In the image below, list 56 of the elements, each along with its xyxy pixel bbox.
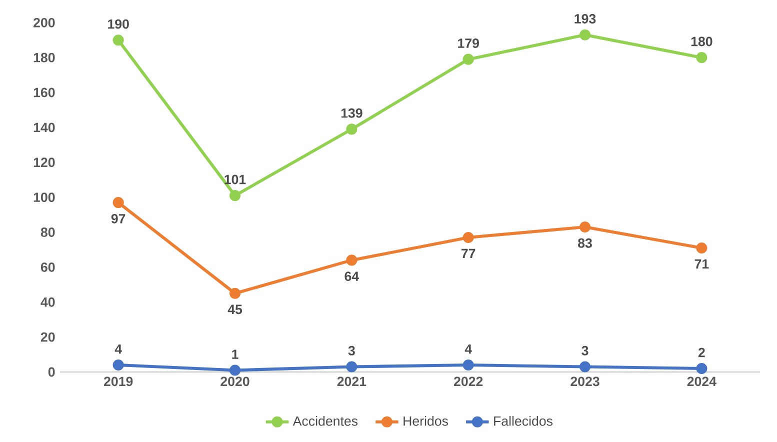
data-label: 71 bbox=[694, 259, 709, 269]
data-label: 101 bbox=[224, 174, 246, 184]
point bbox=[462, 232, 474, 244]
y-tick-label: 60 bbox=[40, 262, 55, 272]
y-tick-label: 80 bbox=[40, 228, 55, 237]
data-label: 2 bbox=[698, 348, 705, 358]
point bbox=[229, 288, 241, 299]
x-tick-label: 2020 bbox=[220, 376, 250, 386]
point bbox=[696, 52, 708, 64]
legend-label: Heridos bbox=[404, 416, 448, 426]
point bbox=[346, 124, 358, 135]
y-tick-label: 0 bbox=[48, 367, 55, 377]
point bbox=[112, 359, 124, 371]
data-label: 3 bbox=[582, 346, 588, 356]
x-tick-label: 2023 bbox=[570, 376, 600, 386]
point bbox=[696, 362, 708, 374]
data-label: 77 bbox=[461, 248, 476, 258]
point bbox=[229, 364, 241, 376]
x-tick-label: 2021 bbox=[337, 376, 366, 386]
data-label: 179 bbox=[458, 38, 479, 48]
point bbox=[229, 190, 241, 202]
data-label: 4 bbox=[114, 344, 122, 354]
y-tick-label: 40 bbox=[40, 297, 55, 307]
y-tick-label: 180 bbox=[34, 52, 55, 62]
y-tick-label: 160 bbox=[34, 88, 55, 98]
data-label: 64 bbox=[344, 272, 360, 282]
point bbox=[112, 197, 124, 208]
data-label: 139 bbox=[341, 108, 362, 118]
data-label: 190 bbox=[108, 19, 129, 29]
x-tick-label: 2024 bbox=[687, 376, 716, 386]
data-label: 97 bbox=[111, 214, 126, 224]
point bbox=[579, 361, 591, 372]
point bbox=[346, 254, 358, 266]
data-label: 1 bbox=[232, 350, 238, 359]
point bbox=[346, 361, 358, 372]
data-label: 3 bbox=[348, 346, 355, 356]
y-tick-label: 100 bbox=[34, 192, 55, 202]
legend-label: Fallecidos bbox=[494, 416, 553, 426]
point bbox=[112, 34, 124, 46]
data-label: 45 bbox=[228, 304, 242, 314]
x-tick-label: 2019 bbox=[104, 376, 133, 386]
point bbox=[696, 242, 708, 254]
data-label: 180 bbox=[691, 36, 712, 46]
y-tick-label: 140 bbox=[34, 122, 55, 132]
point bbox=[579, 221, 591, 233]
data-label: 83 bbox=[578, 238, 592, 248]
y-tick-label: 20 bbox=[40, 332, 55, 342]
point bbox=[579, 29, 591, 40]
legend-label: Accidentes bbox=[292, 416, 358, 426]
data-label: 193 bbox=[574, 14, 596, 24]
y-tick-label: 200 bbox=[34, 18, 55, 28]
point bbox=[462, 54, 474, 65]
data-label: 4 bbox=[464, 344, 472, 354]
point bbox=[462, 359, 474, 371]
y-tick-label: 120 bbox=[34, 158, 55, 168]
x-tick-label: 2022 bbox=[454, 376, 483, 386]
